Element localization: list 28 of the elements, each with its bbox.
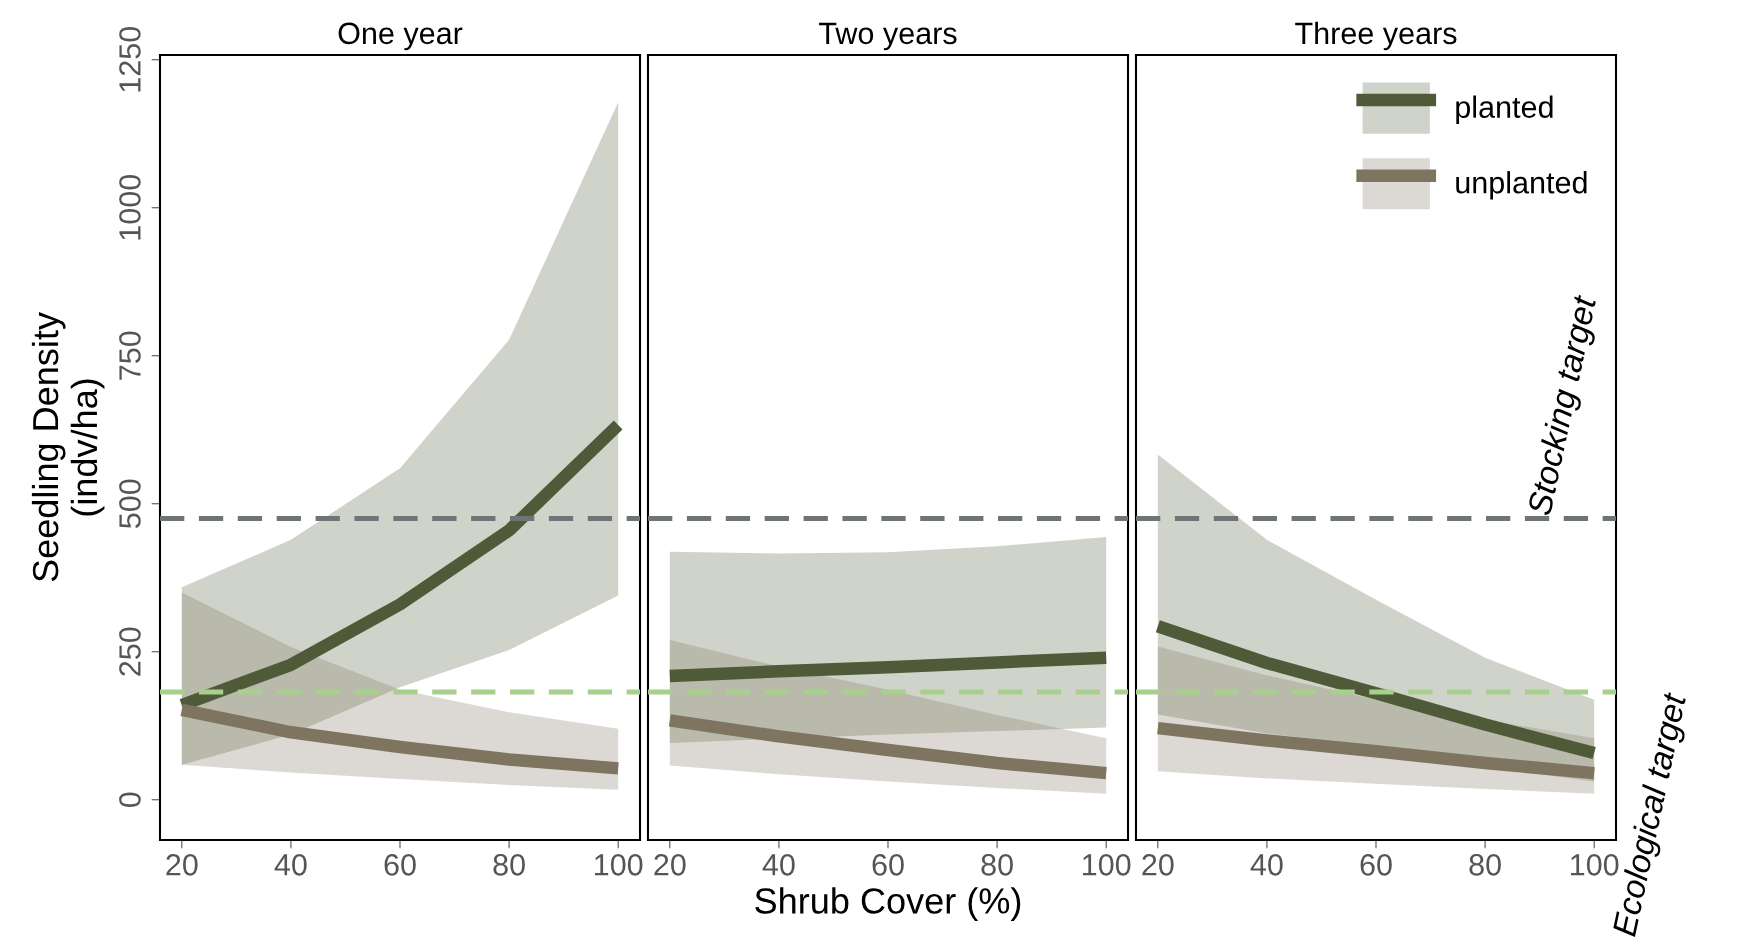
x-tick-label: 20 <box>1142 854 1174 876</box>
x-axis-title: Shrub Cover (%) <box>755 887 1021 921</box>
y-axis-title: Seedling Density (indv/ha) <box>31 312 105 582</box>
x-tick-label: 100 <box>595 854 643 876</box>
x-tick-label: 60 <box>872 854 904 876</box>
legend-label: unplanted <box>1456 171 1587 200</box>
x-tick-label: 20 <box>166 854 198 876</box>
chart-title: Three years <box>1295 21 1457 51</box>
x-tick-label: 80 <box>981 854 1013 876</box>
x-tick-label: 40 <box>762 854 795 876</box>
chart-title: Two years <box>819 22 957 51</box>
x-tick-label: 60 <box>384 854 416 876</box>
y-tick-label: 1000 <box>119 174 141 240</box>
x-tick-label: 100 <box>1083 854 1131 876</box>
y-tick-label: 500 <box>119 479 141 529</box>
x-tick-label: 40 <box>1250 854 1283 876</box>
ref-line-label: Stocking target <box>1526 293 1604 518</box>
x-tick-label: 40 <box>274 854 307 876</box>
x-tick-label: 60 <box>1360 854 1392 876</box>
y-tick-label: 250 <box>119 627 141 676</box>
y-tick-label: 0 <box>119 792 141 808</box>
x-tick-label: 20 <box>654 854 686 876</box>
x-tick-label: 80 <box>493 854 525 876</box>
chart-title: One year <box>338 22 463 51</box>
y-tick-label: 1250 <box>119 26 141 92</box>
y-tick-label: 750 <box>119 331 141 380</box>
legend-label: planted <box>1456 95 1553 124</box>
x-tick-label: 80 <box>1469 854 1501 876</box>
